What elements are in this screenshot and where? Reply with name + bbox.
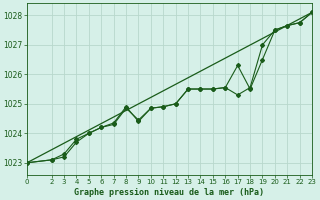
X-axis label: Graphe pression niveau de la mer (hPa): Graphe pression niveau de la mer (hPa)	[75, 188, 265, 197]
